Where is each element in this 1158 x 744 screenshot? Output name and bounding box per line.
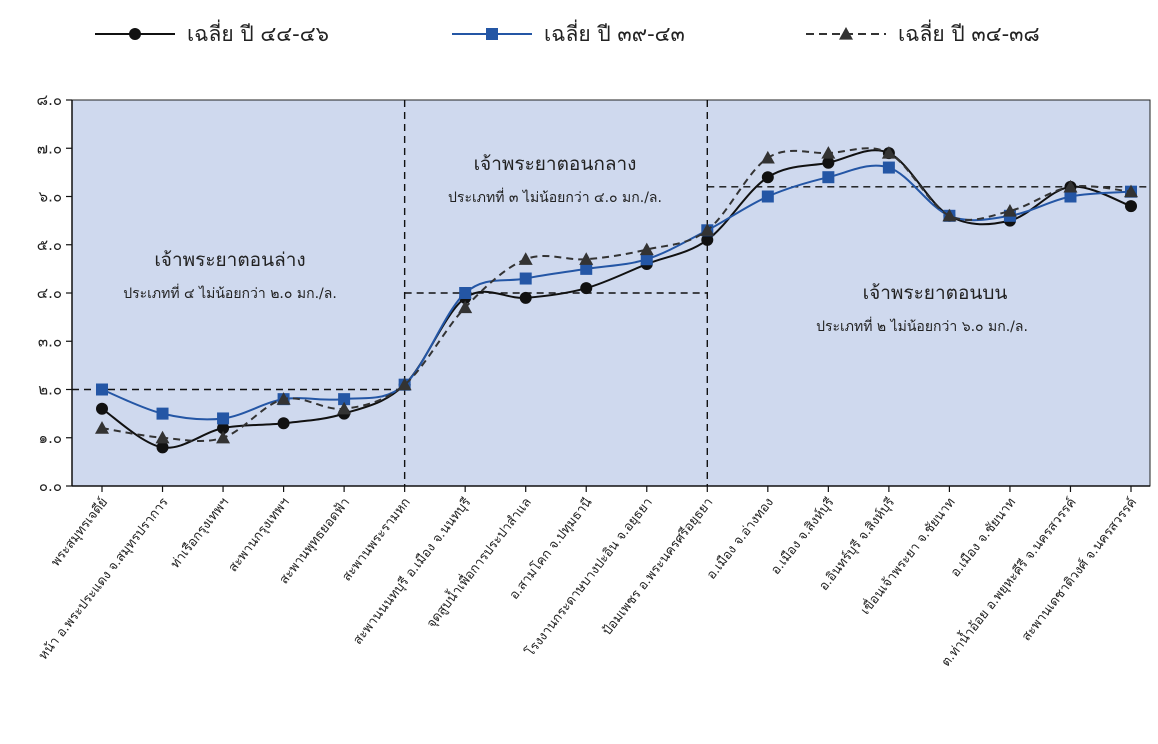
data-point [217,422,230,435]
x-tick-label: จุดสูบน้ำเพื่อการประปาสำแล [422,493,535,631]
y-tick-label: ๓.๐ [38,332,62,350]
data-point [881,146,896,159]
legend-marker [129,28,141,40]
data-point [337,401,352,415]
data-point [155,430,170,444]
data-point [397,377,412,391]
zone-subtitle: ประเภทที่ ๔ ไม่น้อยกว่า ๒.๐ มก./ล. [123,284,337,302]
data-point [458,300,473,314]
data-point [156,407,169,420]
data-point [580,262,593,275]
data-point [338,393,351,406]
legend-item: เฉลี่ย ปี ๓๔-๓๘ [806,19,1040,46]
y-tick-label: ๑.๐ [39,429,62,447]
y-tick-label: ๕.๐ [37,236,62,254]
data-point [156,441,169,454]
zone-title: เจ้าพระยาตอนล่าง [154,249,305,271]
x-tick-label: ต.ท่าน้ำอ้อย อ.พยุหะคีรี จ.นครสวรรค์ [936,493,1079,669]
legend-item: เฉลี่ย ปี ๔๔-๔๖ [95,19,329,46]
standard-lines [72,186,1150,391]
legend-label: เฉลี่ย ปี ๓๔-๓๘ [898,19,1040,46]
data-point [96,402,108,415]
data-point [822,156,835,169]
zone-title: เจ้าพระยาตอนบน [863,282,1008,304]
data-point [761,171,774,184]
data-point [277,417,290,430]
y-tick-label: ๐.๐ [39,477,62,495]
y-tick-label: ๖.๐ [39,188,62,206]
zone-subtitle: ประเภทที่ ๒ ไม่น้อยกว่า ๖.๐ มก./ล. [816,317,1028,335]
data-point [1124,184,1138,198]
x-tick-label: ป้อมเพชร อ.พระนครศรีอยุธยา [599,495,716,639]
data-point [1063,179,1078,193]
data-point [821,146,836,159]
data-point [519,272,532,285]
data-point [1002,203,1017,217]
legend-label: เฉลี่ย ปี ๔๔-๔๖ [187,19,329,46]
x-tick-label: อ.เมือง จ.สิงห์บุรี [768,495,838,578]
x-axis-ticks: พระสมุทรเจดีย์หน้า อ.พระประแดง จ.สมุทรปร… [36,486,1140,670]
data-point [95,421,109,434]
legend-marker [839,27,853,40]
x-tick-label: ท่าเรือกรุงเทพฯ [167,495,232,572]
data-point [761,190,774,203]
data-point [640,253,653,266]
data-point [822,171,835,184]
data-point [700,223,715,236]
y-axis-ticks: ๐.๐ ๑.๐ ๒.๐ ๓.๐ ๔.๐ ๕.๐ ๖.๐ ๗.๐ ๘.๐ [37,91,72,495]
data-point [1064,190,1077,203]
data-point [579,252,594,265]
data-point [942,208,957,222]
zone-title: เจ้าพระยาตอนกลาง [474,153,637,175]
y-tick-label: ๒.๐ [38,381,62,399]
x-tick-label: อ.เมือง จ.ชัยนาท [947,495,1019,581]
y-tick-label: ๔.๐ [37,284,62,302]
data-point [580,282,593,295]
y-tick-label: ๗.๐ [37,139,62,157]
series-layer [95,146,1138,454]
x-tick-label: โรงงานกระดาษบางปะอิน จ.อยุธยา [522,495,656,660]
x-tick-label: สะพานกรุงเทพฯ [226,495,293,575]
x-tick-label: อ.เมือง จ.อ่างทอง [703,495,777,583]
legend: เฉลี่ย ปี ๔๔-๔๖ เฉลี่ย ปี ๓๙-๔๓ เฉลี่ย ปี … [95,19,1040,46]
data-point [276,392,291,405]
data-point [1125,200,1137,213]
data-point [459,287,472,299]
y-tick-label: ๘.๐ [37,91,63,109]
series-triangle [95,146,1138,444]
data-point [519,291,532,304]
legend-marker [486,28,498,40]
x-tick-label: หน้า อ.พระประแดง จ.สมุทรปราการ [36,495,172,663]
legend-item: เฉลี่ย ปี ๓๙-๔๓ [452,19,685,46]
data-point [216,430,231,444]
data-point [701,233,714,246]
data-point [217,412,230,425]
zone-subtitle: ประเภทที่ ๓ ไม่น้อยกว่า ๔.๐ มก./ล. [448,188,662,206]
data-point [518,252,533,265]
x-tick-label: พระสมุทรเจดีย์ [48,495,112,570]
data-point [639,242,654,256]
data-point [882,161,895,174]
x-tick-label: สะพานนนทบุรี อ.เมือง จ.นนทบุรี [350,495,475,648]
legend-label: เฉลี่ย ปี ๓๙-๔๓ [544,19,685,46]
x-tick-label: สะพานเดชาติวงศ์ จ.นครสวรรค์ [1018,495,1140,645]
data-point [760,150,775,164]
data-point [96,383,108,396]
